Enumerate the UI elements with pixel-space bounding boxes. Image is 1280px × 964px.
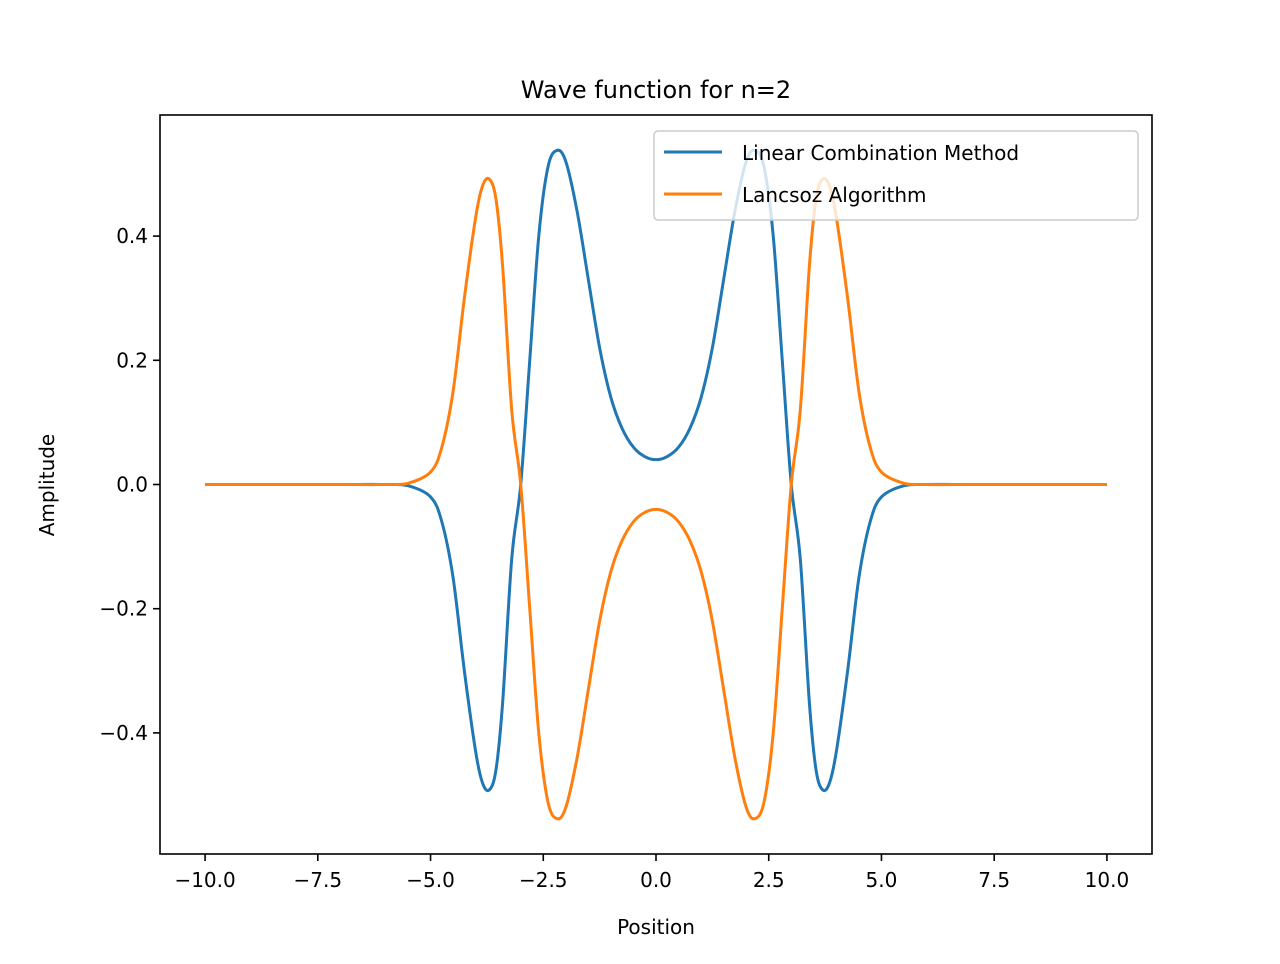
y-tick-label: 0.0 [116, 473, 148, 497]
x-tick-label: 7.5 [978, 868, 1010, 892]
legend: Linear Combination Method Lancsoz Algori… [653, 130, 1139, 221]
y-axis-label: Amplitude [35, 434, 59, 537]
x-tick-label: −5.0 [406, 868, 455, 892]
x-tick-label: 2.5 [753, 868, 785, 892]
legend-label-lancsoz: Lancsoz Algorithm [742, 183, 927, 207]
y-tick-label: −0.4 [99, 721, 148, 745]
x-tick-label: −2.5 [519, 868, 568, 892]
y-tick-label: 0.4 [116, 224, 148, 248]
legend-label-linear-combination: Linear Combination Method [742, 141, 1019, 165]
y-axis-ticks: −0.4 −0.2 0.0 0.2 0.4 [99, 224, 160, 745]
y-tick-label: −0.2 [99, 597, 148, 621]
series-line-linear-combination [205, 148, 1107, 793]
x-axis-label: Position [617, 915, 695, 939]
x-tick-label: −10.0 [174, 868, 235, 892]
x-tick-label: −7.5 [294, 868, 343, 892]
chart-title: Wave function for n=2 [521, 76, 791, 104]
x-axis-ticks: −10.0 −7.5 −5.0 −2.5 0.0 2.5 5.0 7.5 10.0 [174, 854, 1129, 892]
x-tick-label: 5.0 [866, 868, 898, 892]
legend-box [653, 130, 1139, 221]
x-tick-label: 10.0 [1085, 868, 1130, 892]
y-tick-label: 0.2 [116, 348, 148, 372]
x-tick-label: 0.0 [640, 868, 672, 892]
